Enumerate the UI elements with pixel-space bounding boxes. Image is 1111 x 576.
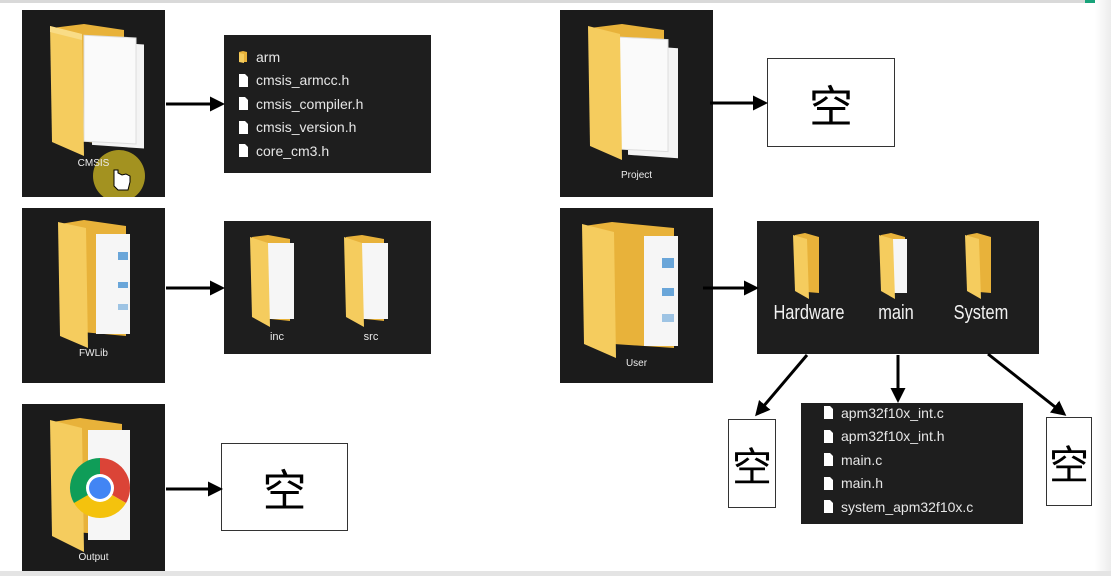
file-name: apm32f10x_int.h	[841, 428, 945, 445]
list-item[interactable]: core_cm3.h	[238, 139, 363, 163]
list-item[interactable]: main.h	[823, 472, 973, 496]
window-top-border	[0, 0, 1111, 3]
output-folder-tile[interactable]: Output	[22, 404, 165, 571]
list-item[interactable]: apm32f10x_int.c	[823, 401, 973, 425]
folder-label: Hardware	[773, 302, 845, 324]
file-name: apm32f10x_int.c	[841, 404, 944, 421]
file-icon	[824, 500, 833, 514]
output-empty-box: 空	[221, 443, 348, 531]
file-icon	[239, 97, 248, 111]
file-name: main.c	[841, 451, 883, 468]
file-name: cmsis_compiler.h	[256, 95, 364, 112]
file-name: system_apm32f10x.c	[841, 498, 974, 515]
arrow-hardware	[755, 354, 809, 417]
folder-with-images-icon	[582, 222, 678, 358]
main-contents-panel: apm32f10x_int.c apm32f10x_int.h main.c m…	[801, 403, 1023, 524]
folder-label: main	[878, 302, 914, 324]
fwlib-contents-panel: inc src	[224, 221, 431, 354]
fwlib-folder-tile[interactable]: FWLib	[22, 208, 165, 383]
list-item[interactable]: cmsis_compiler.h	[238, 92, 363, 116]
folder-open-icon	[50, 24, 144, 156]
file-icon	[239, 73, 248, 87]
project-empty-box: 空	[767, 58, 895, 147]
folder-with-images-icon	[58, 220, 130, 348]
main-folder-icon	[879, 233, 907, 299]
file-icon	[239, 120, 248, 134]
cursor-highlight	[93, 150, 145, 197]
file-icon	[824, 406, 833, 420]
list-item[interactable]: system_apm32f10x.c	[823, 495, 973, 519]
list-item[interactable]: arm	[238, 45, 363, 69]
file-name: core_cm3.h	[256, 142, 330, 159]
folder-open-icon	[588, 24, 678, 160]
folder-label: Project	[620, 170, 653, 181]
folder-label: inc	[269, 331, 285, 343]
project-folder-tile[interactable]: Project	[560, 10, 713, 197]
user-folder-tile[interactable]: User	[560, 208, 713, 383]
window-bottom-border	[0, 571, 1111, 576]
src-folder-icon	[344, 235, 388, 327]
folder-label: User	[625, 358, 648, 369]
folder-label: Output	[78, 552, 109, 563]
arrow-system	[987, 352, 1067, 416]
file-name: arm	[256, 48, 281, 65]
folder-label: CMSIS	[77, 158, 110, 169]
folder-label: src	[363, 331, 379, 343]
file-icon	[824, 453, 833, 467]
system-empty-box: 空	[1046, 417, 1092, 506]
file-name: cmsis_armcc.h	[256, 72, 350, 89]
list-item[interactable]: cmsis_version.h	[238, 116, 363, 140]
list-item[interactable]: apm32f10x_int.h	[823, 425, 973, 449]
file-icon	[239, 144, 248, 158]
folder-icon	[239, 51, 247, 64]
inc-folder-icon	[250, 235, 294, 327]
system-folder-icon	[965, 233, 991, 299]
user-contents-panel: Hardware main System	[757, 221, 1039, 354]
folder-label: System	[953, 302, 1009, 324]
list-item[interactable]: main.c	[823, 448, 973, 472]
chrome-folder-icon	[50, 418, 131, 552]
cmsis-contents-panel: arm cmsis_armcc.h cmsis_compiler.h cmsis…	[224, 35, 431, 173]
folder-label: FWLib	[79, 348, 108, 359]
cmsis-folder-tile[interactable]: CMSIS	[22, 10, 165, 197]
list-item[interactable]: cmsis_armcc.h	[238, 69, 363, 93]
file-icon	[824, 476, 833, 490]
file-name: cmsis_version.h	[256, 119, 357, 136]
scroll-edge	[1095, 0, 1111, 576]
hardware-empty-box: 空	[728, 419, 776, 508]
hardware-folder-icon	[793, 233, 819, 299]
file-name: main.h	[841, 475, 884, 492]
file-icon	[824, 429, 833, 443]
